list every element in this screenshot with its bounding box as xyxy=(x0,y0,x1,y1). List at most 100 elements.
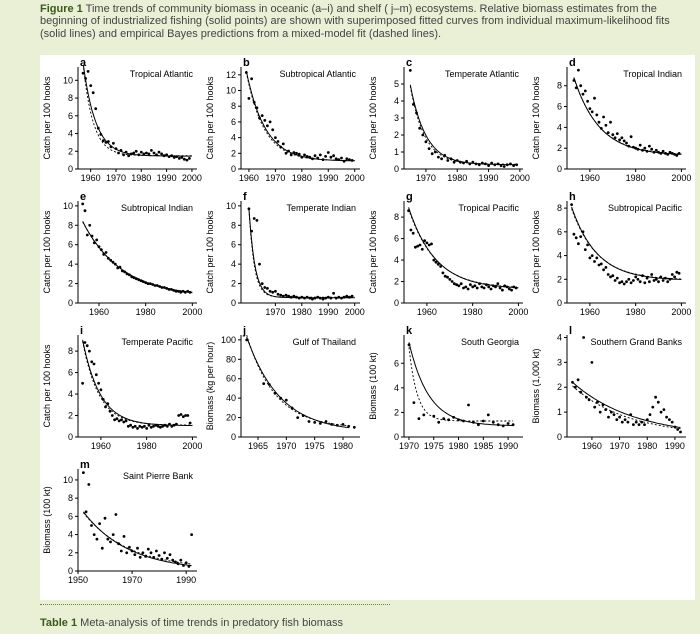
data-point xyxy=(648,144,651,148)
data-point xyxy=(474,162,478,166)
y-tick-label: 6 xyxy=(394,234,399,244)
data-point xyxy=(334,157,338,161)
x-tick-label: 1960 xyxy=(417,307,437,317)
x-tick-label: 1960 xyxy=(239,173,259,183)
data-point xyxy=(637,423,641,426)
data-point xyxy=(318,296,322,300)
data-point xyxy=(636,147,640,151)
data-point xyxy=(281,294,285,298)
data-point xyxy=(273,391,277,395)
y-axis-label: Catch per 100 hooks xyxy=(205,210,215,294)
data-point xyxy=(267,383,271,386)
data-point xyxy=(625,280,628,284)
data-point xyxy=(512,285,516,289)
panel-c: 0 1 2 3 4 5 1970 1980 1990 2000 Catch per 100 hook… xyxy=(368,57,530,183)
y-tick-label: 2 xyxy=(68,548,73,558)
data-point xyxy=(162,154,166,158)
data-point xyxy=(308,155,312,159)
data-point xyxy=(90,524,93,527)
y-axis-label: Catch per 100 hooks xyxy=(531,210,541,294)
data-point xyxy=(184,561,188,565)
data-point xyxy=(157,150,161,154)
panel-letter: i xyxy=(80,325,83,337)
data-point xyxy=(136,427,139,430)
data-point xyxy=(506,422,510,425)
data-point xyxy=(654,148,658,152)
data-point xyxy=(407,343,411,347)
data-point xyxy=(440,157,443,161)
data-point xyxy=(287,149,290,153)
data-point xyxy=(170,424,174,428)
data-point xyxy=(281,142,285,146)
data-point xyxy=(159,425,162,429)
data-point xyxy=(439,265,442,268)
data-point xyxy=(81,71,85,75)
data-point xyxy=(615,418,619,421)
data-point xyxy=(613,279,617,282)
y-tick-label: 10 xyxy=(226,86,236,96)
data-point xyxy=(139,150,143,154)
data-point xyxy=(585,395,588,399)
data-point xyxy=(143,424,146,428)
x-tick-label: 2000 xyxy=(182,173,202,183)
data-point xyxy=(654,395,657,399)
data-point xyxy=(606,131,610,134)
data-point xyxy=(505,163,509,167)
y-tick-label: 4 xyxy=(68,530,73,540)
panel-letter: d xyxy=(569,57,576,69)
data-point xyxy=(136,546,139,550)
data-point xyxy=(414,245,417,249)
data-point xyxy=(512,164,515,167)
panel-letter: m xyxy=(80,459,90,471)
x-tick-label: 1980 xyxy=(137,441,157,451)
panel-e: 0 2 4 6 8 10 1960 1980 2000 Catch per 100 hooks e S… xyxy=(42,191,202,317)
data-point xyxy=(582,336,585,339)
data-point xyxy=(284,293,288,297)
data-point xyxy=(176,562,180,566)
data-point xyxy=(581,92,585,96)
data-point xyxy=(161,424,165,428)
data-point xyxy=(452,282,456,286)
y-tick-label: 10 xyxy=(63,475,73,485)
y-axis-label: Biomass (kg per hour) xyxy=(205,342,215,431)
data-point xyxy=(348,295,351,299)
data-point xyxy=(155,153,158,157)
panel-title: Subtropical Indian xyxy=(121,203,193,213)
panel-m: 0 2 4 6 8 10 1950 1970 1990 Biomass (100 kt) m Sain… xyxy=(42,459,197,585)
data-point xyxy=(491,284,495,288)
data-point xyxy=(587,398,591,402)
panel-letter: b xyxy=(243,57,250,69)
x-tick-label: 2000 xyxy=(345,307,365,317)
data-point xyxy=(152,555,156,559)
data-point xyxy=(131,425,135,429)
data-point xyxy=(292,294,296,298)
data-point xyxy=(606,273,610,276)
data-point xyxy=(262,382,266,385)
data-point xyxy=(301,414,305,417)
data-point xyxy=(244,71,248,74)
data-point xyxy=(271,290,275,294)
data-point xyxy=(595,113,599,117)
data-point xyxy=(141,551,145,555)
data-point xyxy=(158,285,162,288)
data-point xyxy=(109,258,113,262)
y-tick-label: 4 xyxy=(557,332,562,342)
x-tick-label: 1960 xyxy=(580,307,600,317)
data-point xyxy=(120,418,123,422)
ml-fit-line xyxy=(408,207,519,289)
data-point xyxy=(641,274,644,278)
panel-letter: h xyxy=(569,191,576,203)
data-point xyxy=(107,140,110,143)
data-point xyxy=(581,230,585,234)
data-point xyxy=(670,152,674,155)
data-point xyxy=(300,295,304,299)
x-tick-label: 1970 xyxy=(399,441,419,451)
data-point xyxy=(145,427,149,430)
data-point xyxy=(609,120,612,124)
data-point xyxy=(417,417,421,420)
data-point xyxy=(252,217,256,220)
data-point xyxy=(106,402,110,406)
data-point xyxy=(471,285,475,289)
data-point xyxy=(593,405,597,409)
data-point xyxy=(165,556,169,560)
